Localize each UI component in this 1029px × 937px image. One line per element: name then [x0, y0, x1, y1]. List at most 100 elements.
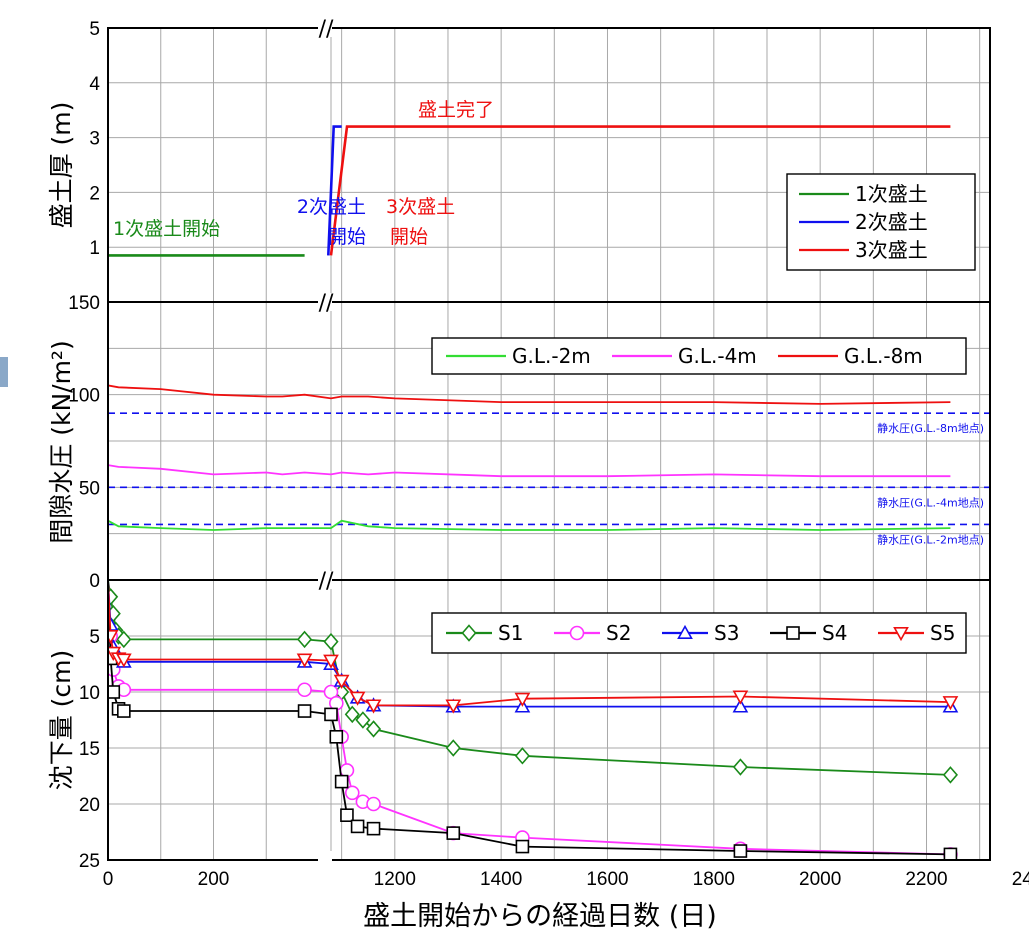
axis-break-mark: // [319, 17, 334, 42]
ylabel-top: 盛土厚 (m) [47, 102, 76, 229]
panel-frame [107, 579, 991, 861]
series-line [108, 519, 951, 531]
data-point [333, 674, 350, 689]
y-tick-label: 20 [79, 795, 100, 816]
data-point [786, 626, 800, 640]
y-tick-label: 50 [79, 478, 100, 499]
data-point [297, 630, 313, 649]
data-point [324, 707, 338, 722]
x-tick-label: 1400 [480, 869, 522, 890]
x-tick-label: 1800 [693, 869, 735, 890]
legend-label: G.L.-2m [512, 344, 591, 368]
break-gap [318, 851, 332, 869]
axis-break-mark: // [319, 569, 334, 594]
series-line [329, 125, 951, 256]
annotation-text: 2次盛土 [297, 196, 366, 218]
x-tick-label: 200 [198, 869, 230, 890]
data-point [445, 699, 462, 714]
x-tick-label: 0 [103, 869, 114, 890]
axis-break-mark: // [319, 291, 334, 316]
y-tick-label: 4 [89, 74, 100, 95]
y-tick-label: 100 [68, 386, 100, 407]
grid-lines [107, 27, 990, 861]
legend-label: S3 [714, 621, 739, 645]
data-point [461, 624, 477, 642]
legend-label: 2次盛土 [855, 210, 928, 234]
y-tick-label: 25 [79, 851, 100, 872]
series-line [108, 464, 951, 478]
scroll-indicator [0, 357, 8, 387]
data-point [732, 690, 749, 705]
break-gap [318, 19, 332, 37]
series-line [108, 580, 951, 856]
data-point [366, 796, 381, 812]
hydrostatic-label: 静水圧(G.L.-4m地点) [877, 495, 984, 509]
data-point [942, 766, 958, 784]
plot-frame [107, 27, 991, 861]
axis-labels: 盛土厚 (m) 間隙水圧 (kN/m²) 沈下量 (cm) 盛土開始からの経過日… [47, 102, 717, 932]
reference-lines: 静水圧(G.L.-8m地点) 静水圧(G.L.-4m地点) 静水圧(G.L.-2m地… [108, 412, 990, 546]
data-point [445, 739, 461, 757]
data-point [365, 699, 382, 714]
data-point [323, 632, 339, 651]
annotation-text: 1次盛土開始 [113, 218, 220, 240]
panel-series [108, 125, 951, 257]
data-point [297, 704, 312, 718]
data-point [677, 624, 693, 640]
y-tick-label: 3 [89, 129, 100, 150]
break-gap [318, 293, 332, 311]
legend-label: S1 [498, 621, 523, 645]
data-point [366, 821, 381, 836]
data-point [732, 698, 749, 713]
annotation-text: 3次盛土 [386, 196, 455, 218]
legend-label: S4 [822, 621, 847, 645]
annotation-text: 開始 [328, 226, 366, 248]
legend-label: S5 [930, 621, 955, 645]
legends: 1次盛土 2次盛土 3次盛土 G.L.-2m G.L.-4m G.L.-8m S1 S2 S3 S… [431, 173, 976, 654]
annotation-text: 開始 [390, 226, 428, 248]
data-point [329, 729, 344, 744]
y-tick-label: 5 [89, 19, 100, 40]
x-tick-label: 2000 [799, 869, 841, 890]
y-tick-label: 0 [89, 571, 100, 592]
data-point [296, 653, 313, 668]
data-point [355, 711, 371, 729]
legend-label: G.L.-8m [844, 344, 923, 368]
series-line [327, 125, 342, 256]
data-point [942, 696, 959, 711]
ylabel-middle: 間隙水圧 (kN/m²) [47, 340, 76, 543]
data-point [344, 785, 360, 801]
legend-label: S2 [606, 621, 631, 645]
data-point [297, 682, 312, 698]
data-point [334, 774, 349, 789]
legend-label: 3次盛土 [855, 238, 928, 262]
data-point [569, 625, 585, 641]
x-tick-label: 2400 [1012, 869, 1029, 890]
data-point [733, 844, 748, 858]
data-point [108, 588, 119, 606]
series-layer [108, 125, 959, 860]
x-tick-label: 2200 [905, 869, 947, 890]
data-point [108, 629, 119, 645]
y-tick-label: 10 [79, 683, 100, 704]
data-point [515, 839, 530, 854]
y-tick-label: 15 [79, 739, 100, 760]
annotation-text: 盛土完了 [418, 99, 494, 121]
x-tick-label: 1600 [586, 869, 628, 890]
legend-box [431, 337, 967, 375]
y-tick-label: 2 [89, 183, 100, 204]
data-point [514, 692, 531, 707]
data-point [365, 720, 382, 738]
data-point [115, 653, 132, 668]
xlabel: 盛土開始からの経過日数 (日) [363, 901, 717, 932]
panel-series [108, 384, 951, 531]
data-point [349, 691, 366, 706]
legend-label: G.L.-4m [678, 344, 757, 368]
data-point [514, 747, 530, 765]
panel-series [108, 580, 959, 860]
ylabel-bottom: 沈下量 (cm) [47, 650, 76, 791]
data-point [350, 819, 365, 834]
